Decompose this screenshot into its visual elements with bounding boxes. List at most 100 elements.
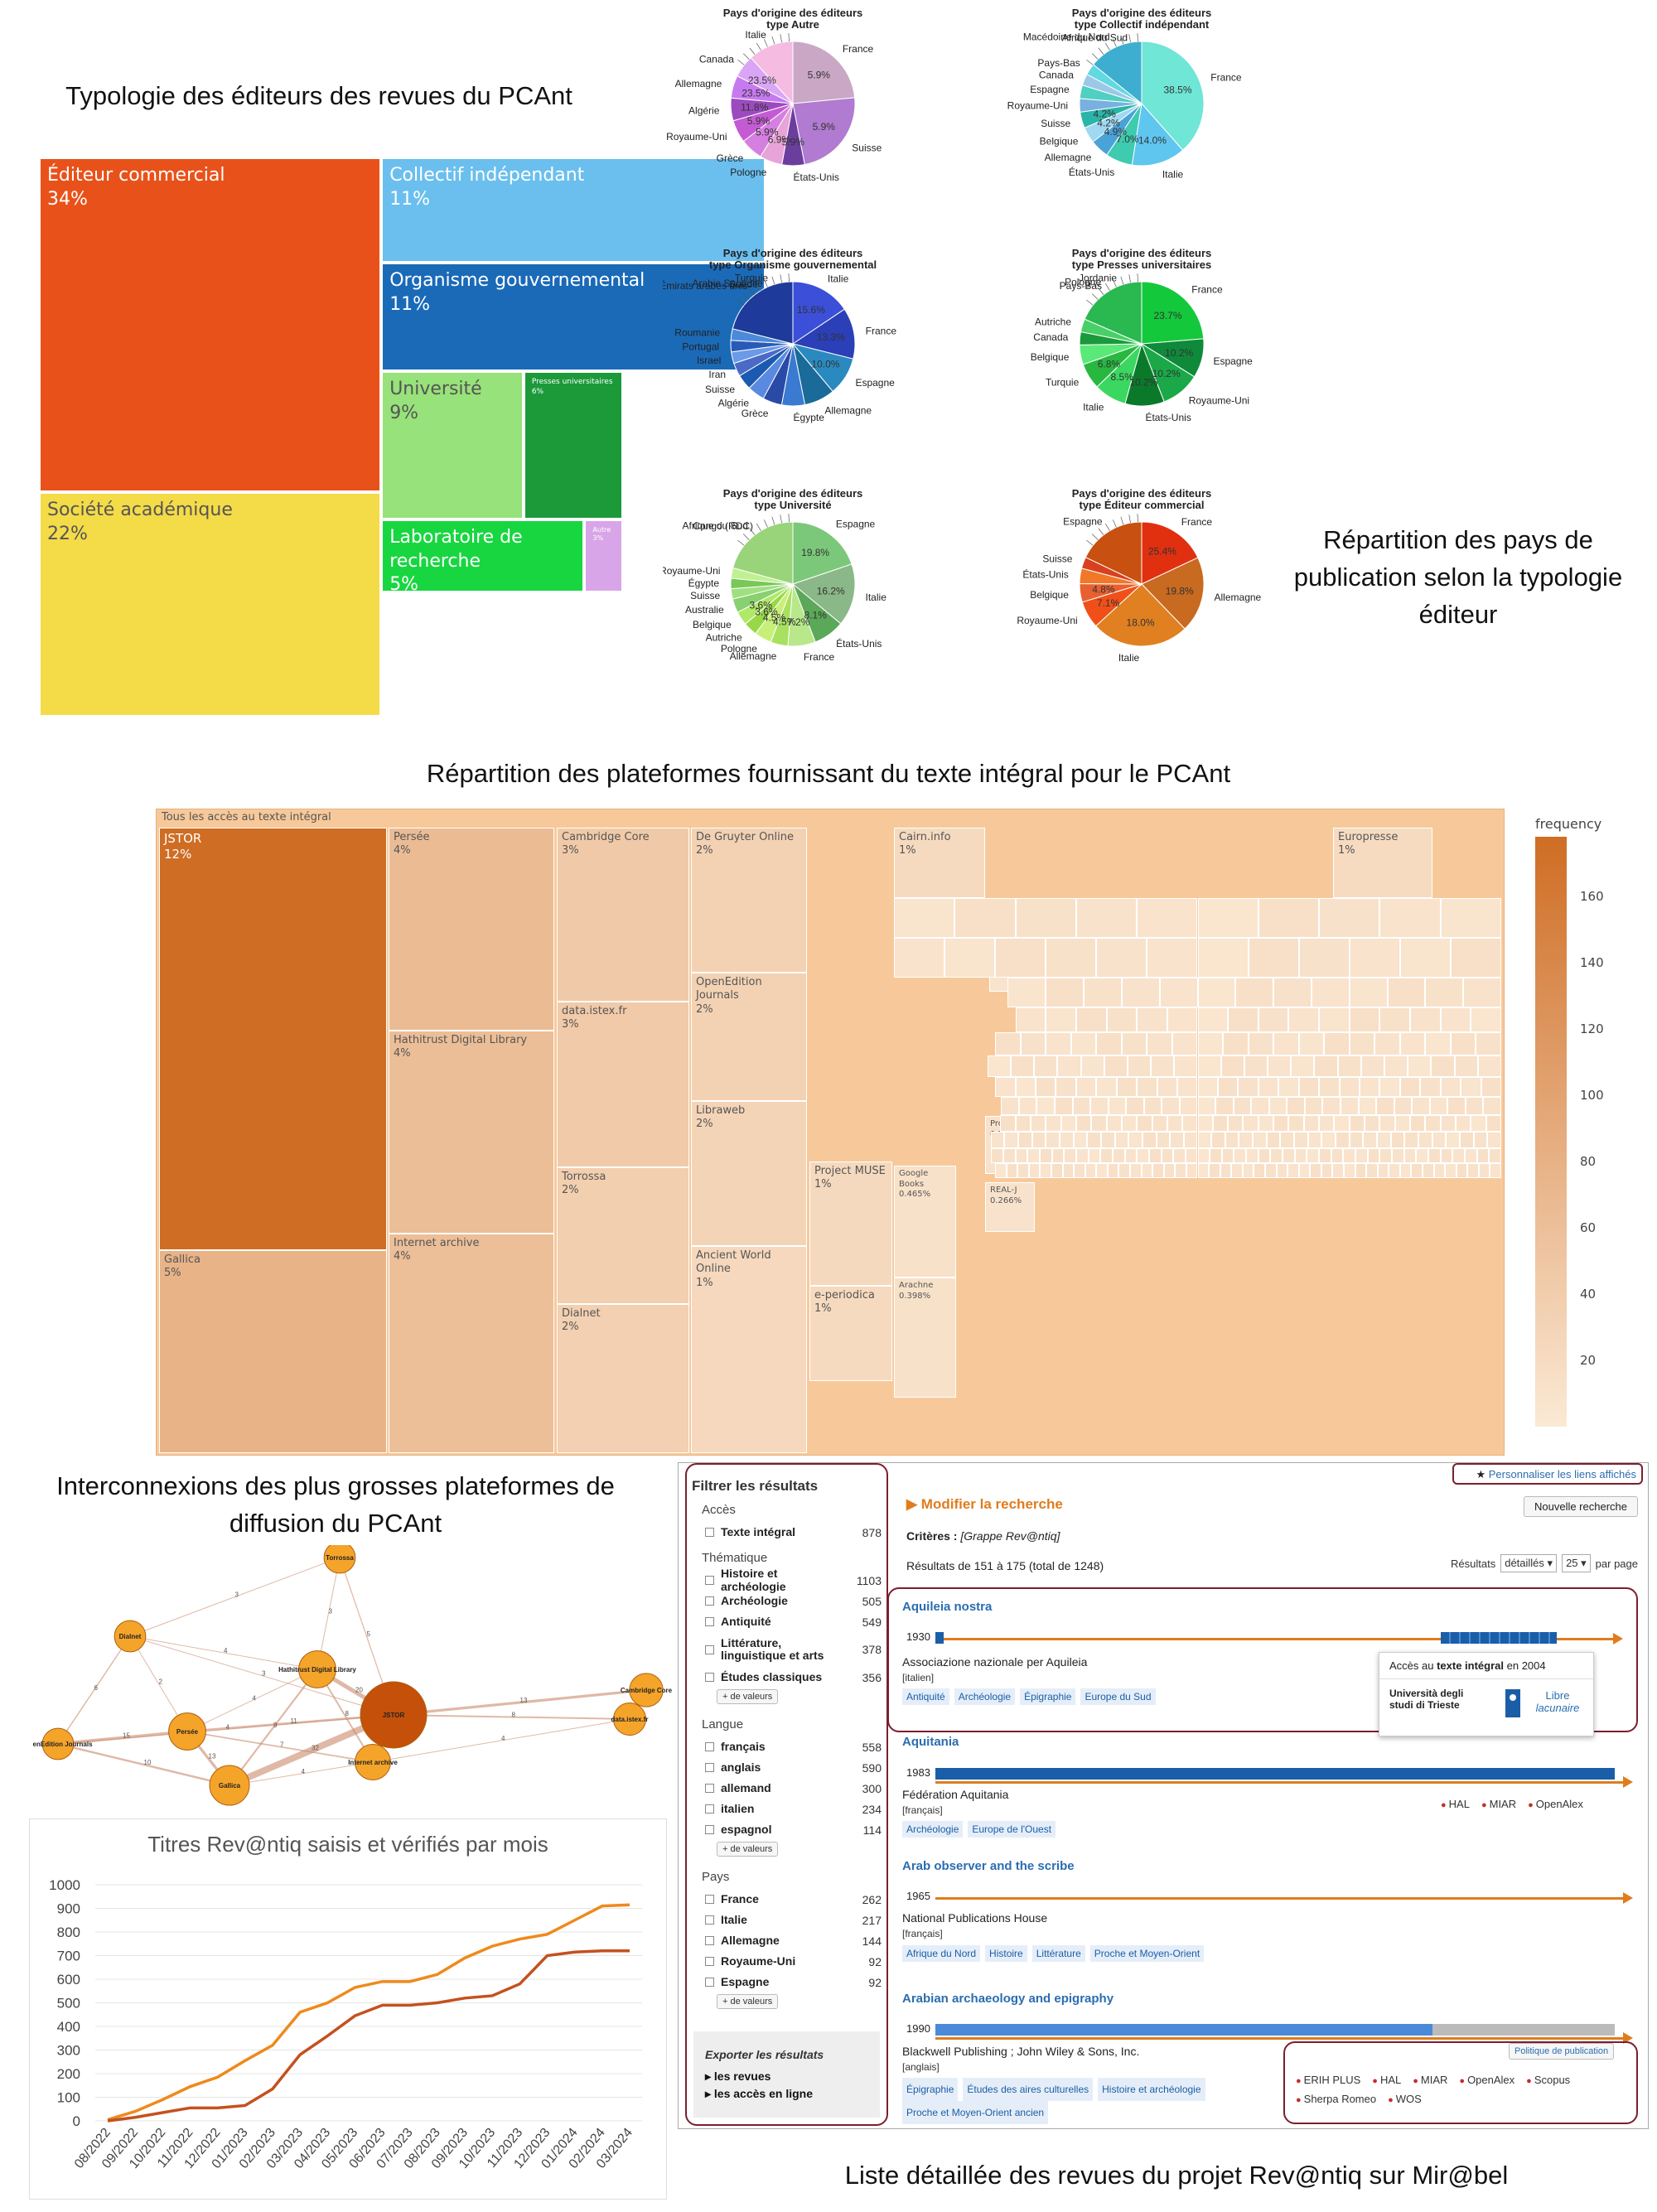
typology-label: Université	[389, 379, 482, 399]
platform-small-cell	[1287, 1097, 1305, 1115]
new-search-button[interactable]: Nouvelle recherche	[1523, 1496, 1638, 1517]
platform-small-cell	[1254, 1163, 1265, 1178]
journal-title-link[interactable]: Aquileia nostra	[902, 1600, 993, 1614]
platform-small-cell	[1311, 978, 1350, 1007]
facet-texte-integral[interactable]: Texte intégral 878	[687, 1522, 886, 1543]
checkbox[interactable]	[705, 1763, 714, 1772]
pie-percent-label: 4.5%	[763, 612, 786, 624]
export-title: Exporter les résultats	[705, 2048, 824, 2061]
facet-litterature-linguistique-et-arts[interactable]: Littérature, linguistique et arts 378	[687, 1632, 886, 1667]
personalize-links-button[interactable]: ★ Personnaliser les liens affichés	[1452, 1463, 1643, 1485]
timeline-arrow-icon	[1623, 2032, 1633, 2044]
checkbox[interactable]	[705, 1804, 714, 1814]
facet-label: allemand	[721, 1780, 771, 1794]
facet-royaume-uni[interactable]: Royaume-Uni 92	[687, 1951, 886, 1972]
more-values-button[interactable]: + de valeurs	[717, 1842, 779, 1857]
platform-small-cell	[1171, 1032, 1198, 1055]
facet-espagnol[interactable]: espagnol 114	[687, 1819, 886, 1840]
subject-tag[interactable]: Épigraphie	[1020, 1688, 1076, 1705]
platform-small-cell	[1374, 1032, 1400, 1055]
facet-anglais[interactable]: anglais 590	[687, 1757, 886, 1778]
checkbox[interactable]	[705, 1528, 714, 1537]
platform-small-cell	[1359, 1077, 1380, 1097]
platform-label: Torrossa	[562, 1171, 606, 1183]
facet-allemagne[interactable]: Allemagne 144	[687, 1930, 886, 1951]
subject-tag[interactable]: Archéologie	[902, 1821, 964, 1838]
external-link-scopus[interactable]: ● Scopus	[1526, 2071, 1570, 2090]
pie-outer-label: Pays-Bas	[1060, 280, 1102, 292]
checkbox[interactable]	[705, 1957, 714, 1966]
subject-tag[interactable]: Europe du Sud	[1080, 1688, 1156, 1705]
journal-title-link[interactable]: Aquitania	[902, 1735, 959, 1749]
checkbox[interactable]	[705, 1742, 714, 1751]
platform-small-cell	[1363, 1132, 1378, 1148]
facet-histoire-et-archeologie[interactable]: Histoire et archéologie 1103	[687, 1567, 886, 1592]
pie-percent-label: 13.3%	[817, 331, 845, 343]
network-node-gallica	[209, 1765, 250, 1806]
checkbox[interactable]	[705, 1673, 714, 1682]
subject-tag[interactable]: Littérature	[1031, 1945, 1085, 1962]
external-link-erih-plus[interactable]: ● ERIH PLUS	[1296, 2071, 1360, 2090]
checkbox[interactable]	[705, 1596, 714, 1606]
subject-tag[interactable]: Afrique du Nord	[902, 1945, 981, 1962]
platform-small-cell	[1349, 978, 1388, 1007]
popup-header: Accès au texte intégral en 2004	[1379, 1653, 1593, 1679]
subject-tag[interactable]: Histoire	[985, 1945, 1027, 1962]
subject-tag[interactable]: Antiquité	[902, 1688, 949, 1705]
facet-italie[interactable]: Italie 217	[687, 1910, 886, 1930]
checkbox[interactable]	[705, 1576, 714, 1585]
journal-title-link[interactable]: Arabian archaeology and epigraphy	[902, 1992, 1114, 2006]
facet-francais[interactable]: français 558	[687, 1736, 886, 1757]
external-link-sherpa-romeo[interactable]: ● Sherpa Romeo	[1296, 2090, 1376, 2109]
checkbox[interactable]	[705, 1617, 714, 1626]
subject-tag[interactable]: Épigraphie	[902, 2078, 959, 2101]
external-link-miar[interactable]: ● MIAR	[1481, 1798, 1516, 1810]
external-link-miar[interactable]: ● MIAR	[1413, 2071, 1447, 2090]
platform-small-cell	[1010, 1055, 1035, 1077]
display-mode-select[interactable]: détaillés ▾	[1500, 1554, 1558, 1572]
subject-tag[interactable]: Proche et Moyen-Orient ancien	[902, 2101, 1049, 2124]
platform-small-cell	[1151, 1055, 1175, 1077]
checkbox[interactable]	[705, 1936, 714, 1945]
network-edge-weight: 4	[224, 1647, 228, 1654]
external-link-hal[interactable]: ● HAL	[1372, 2071, 1401, 2090]
export-journals-link[interactable]: ▸ les revues	[705, 2070, 771, 2083]
export-access-link[interactable]: ▸ les accès en ligne	[705, 2087, 813, 2100]
external-link-openalex[interactable]: ● OpenAlex	[1459, 2071, 1514, 2090]
per-page-select[interactable]: 25 ▾	[1562, 1554, 1591, 1572]
checkbox[interactable]	[705, 1895, 714, 1904]
modify-search-link[interactable]: ▶ Modifier la recherche	[906, 1496, 1063, 1513]
facet-espagne[interactable]: Espagne 92	[687, 1972, 886, 1992]
platform-value: 4%	[394, 1047, 411, 1060]
checkbox[interactable]	[705, 1978, 714, 1987]
publication-policy-button[interactable]: Politique de publication	[1509, 2043, 1615, 2060]
facet-etudes-classiques[interactable]: Études classiques 356	[687, 1667, 886, 1688]
checkbox[interactable]	[705, 1784, 714, 1793]
pie-outer-label: Espagne	[855, 377, 895, 389]
checkbox[interactable]	[705, 1915, 714, 1925]
checkbox[interactable]	[705, 1825, 714, 1834]
facet-allemand[interactable]: allemand 300	[687, 1778, 886, 1799]
subject-tag[interactable]: Études des aires culturelles	[963, 2078, 1094, 2101]
platform-small-cell	[1440, 1077, 1461, 1097]
external-link-hal[interactable]: ● HAL	[1441, 1798, 1470, 1810]
platform-small-cell	[1321, 1132, 1336, 1148]
subject-tag[interactable]: Archéologie	[954, 1688, 1016, 1705]
more-values-button[interactable]: + de valeurs	[717, 1994, 779, 2009]
external-link-openalex[interactable]: ● OpenAlex	[1528, 1798, 1583, 1810]
more-values-button[interactable]: + de valeurs	[717, 1689, 779, 1704]
facet-italien[interactable]: italien 234	[687, 1799, 886, 1819]
subject-tag[interactable]: Proche et Moyen-Orient	[1089, 1945, 1205, 1962]
subject-tag[interactable]: Europe de l'Ouest	[968, 1821, 1056, 1838]
checkbox[interactable]	[705, 1645, 714, 1654]
journal-title-link[interactable]: Arab observer and the scribe	[902, 1859, 1075, 1873]
subject-tag[interactable]: Histoire et archéologie	[1098, 2078, 1205, 2101]
pie-outer-label: France	[843, 43, 874, 55]
facet-antiquite[interactable]: Antiquité 549	[687, 1611, 886, 1632]
platform-value: 3%	[562, 1018, 579, 1031]
platform-small-cell	[1185, 1148, 1198, 1163]
facet-france[interactable]: France 262	[687, 1889, 886, 1910]
facet-archeologie[interactable]: Archéologie 505	[687, 1591, 886, 1611]
external-link-wos[interactable]: ● WOS	[1388, 2090, 1422, 2109]
popup-status-link[interactable]: Libre lacunaire	[1533, 1689, 1582, 1714]
